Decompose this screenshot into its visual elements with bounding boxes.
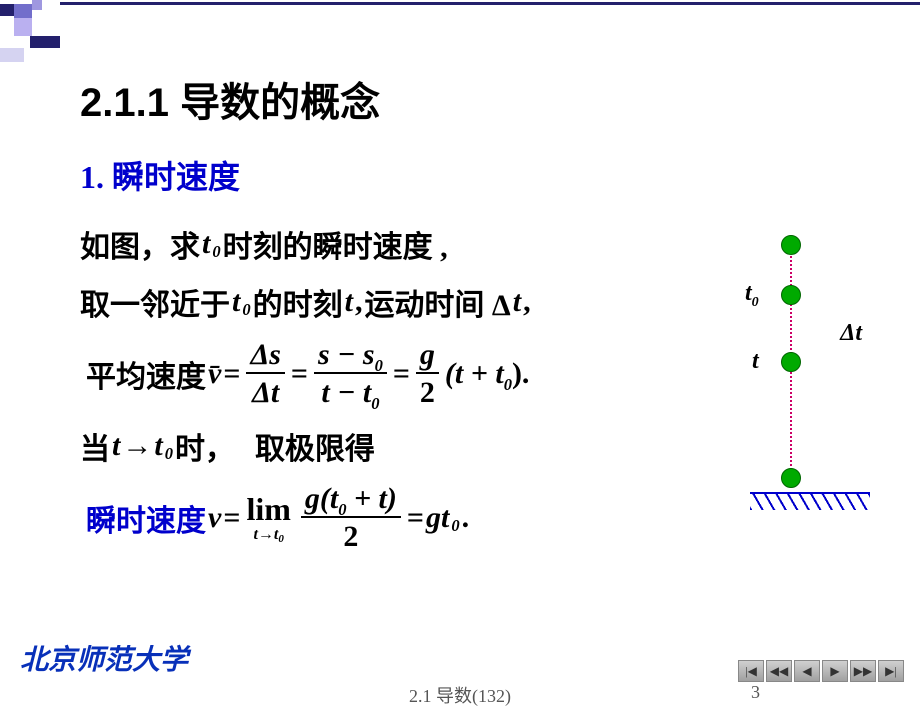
label-t0: t0: [745, 280, 759, 307]
nav-controls: |◀ ◀◀ ◀ ▶ ▶▶ ▶|: [738, 660, 904, 682]
den: 2: [416, 374, 439, 410]
text: 运动时间 Δ: [364, 280, 510, 324]
var-t: t: [232, 285, 240, 319]
lim-sub: t→t0: [253, 527, 283, 543]
label-dt: Δt: [840, 320, 862, 347]
fraction-s-diff: s − s0 t − t0: [314, 338, 387, 410]
fraction-ds-dt: Δs Δt: [246, 338, 284, 410]
eq: =: [291, 357, 308, 391]
text: 取极限得: [255, 424, 375, 468]
var-gt: gt: [426, 501, 449, 535]
section-title: 2.1.1 导数的概念: [80, 70, 870, 128]
ball-ground: [781, 468, 801, 488]
text: 当: [80, 424, 110, 468]
text: 时刻的瞬时速度 ,: [223, 222, 448, 266]
text: ,: [523, 285, 531, 319]
var-vbar: v̄: [208, 357, 221, 391]
nav-first-button[interactable]: |◀: [738, 660, 764, 682]
dot: .: [462, 501, 470, 535]
nav-prev-button[interactable]: ◀: [794, 660, 820, 682]
eq: =: [223, 501, 240, 535]
ball-top: [781, 235, 801, 255]
lim: lim: [246, 493, 290, 525]
den: t − t0: [317, 374, 383, 410]
var-t: t: [202, 227, 210, 261]
nav-rewind-button[interactable]: ◀◀: [766, 660, 792, 682]
num: Δs: [246, 338, 284, 372]
den: Δt: [248, 374, 283, 410]
sub-0: 0: [212, 242, 220, 262]
num: g: [416, 338, 439, 372]
falling-body-figure: t0 Δt t: [740, 230, 860, 510]
ground-hatch: [750, 492, 870, 510]
eq: =: [223, 357, 240, 391]
footer-title: 2.1 导数(132): [409, 682, 511, 708]
text: 平均速度: [86, 352, 206, 396]
text: 时，: [175, 424, 235, 468]
subsection-heading: 1. 瞬时速度: [80, 152, 870, 198]
limit: lim t→t0: [246, 493, 290, 543]
num: s − s0: [314, 338, 387, 372]
text: 的时刻: [253, 280, 343, 324]
arrow: →: [122, 429, 152, 463]
fraction-g-2: g 2: [416, 338, 439, 410]
text: 如图，求: [80, 222, 200, 266]
den: 2: [339, 518, 362, 554]
label: 瞬时速度: [86, 496, 206, 540]
var-v: v: [208, 501, 221, 535]
top-border: [60, 2, 920, 5]
sub-0: 0: [242, 300, 250, 320]
university-logo: 北京师范大学: [20, 638, 188, 678]
eq: =: [407, 501, 424, 535]
text: 取一邻近于: [80, 280, 230, 324]
sub-0: 0: [165, 444, 173, 464]
var-t: t: [513, 285, 521, 319]
ball-t: [781, 352, 801, 372]
text: ,: [355, 285, 363, 319]
page-number: 3: [751, 682, 760, 703]
var-t: t: [154, 429, 162, 463]
var-t: t: [345, 285, 353, 319]
eq: =: [393, 357, 410, 391]
var-t: t: [112, 429, 120, 463]
fraction-gtt-2: g(t0 + t) 2: [301, 482, 401, 554]
nav-forward-button[interactable]: ▶▶: [850, 660, 876, 682]
tail: (t + t0).: [445, 357, 530, 391]
nav-last-button[interactable]: ▶|: [878, 660, 904, 682]
num: g(t0 + t): [301, 482, 401, 516]
ball-t0: [781, 285, 801, 305]
sub-0: 0: [451, 516, 459, 536]
nav-next-button[interactable]: ▶: [822, 660, 848, 682]
corner-decoration: [0, 0, 60, 60]
label-t: t: [752, 348, 759, 375]
